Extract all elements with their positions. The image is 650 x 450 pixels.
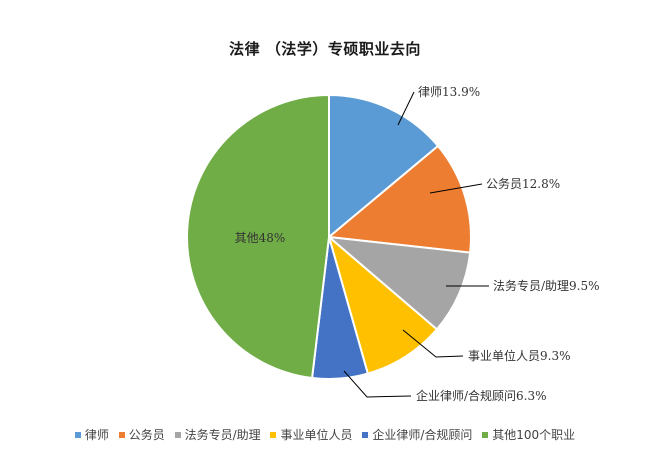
legend-swatch-icon (74, 431, 81, 438)
pie-slice-other (186, 93, 330, 380)
legend-item-legal-specialist: 法务专员/助理 (174, 426, 261, 443)
legend-swatch-icon (174, 431, 181, 438)
legend-swatch-icon (362, 431, 369, 438)
leader-lines (343, 91, 489, 398)
leader-line-lawyer (397, 91, 415, 126)
data-label-corporate-counsel: 企业律师/合规顾问6.3% (416, 388, 547, 403)
pie-slice-public-institution (327, 234, 439, 375)
legend: 律师 公务员 法务专员/助理 事业单位人员 企业律师/合规顾问 其他100个职业 (0, 426, 650, 443)
data-label-public-institution: 事业单位人员9.3% (468, 348, 571, 363)
pie-slice-civil-servant (326, 144, 472, 254)
legend-item-public-institution: 事业单位人员 (270, 426, 352, 443)
leader-line-corporate-counsel (343, 370, 412, 398)
data-label-legal-specialist: 法务专员/助理9.5% (493, 278, 600, 293)
data-label-civil-servant: 公务员12.8% (486, 176, 560, 191)
leader-line-public-institution (402, 329, 464, 358)
legend-item-corporate-counsel: 企业律师/合规顾问 (362, 426, 472, 443)
data-label-lawyer: 律师13.9% (418, 85, 480, 99)
legend-item-other: 其他100个职业 (482, 426, 575, 443)
pie-slice-lawyer (328, 93, 440, 240)
data-label-other: 其他48% (235, 231, 286, 245)
legend-swatch-icon (118, 431, 125, 438)
pie-slices (186, 93, 472, 380)
pie-slice-legal-specialist (325, 235, 472, 331)
data-labels: 律师13.9% 公务员12.8% 法务专员/助理9.5% 事业单位人员9.3% 企业律师… (235, 85, 600, 403)
legend-item-lawyer: 律师 (74, 426, 109, 443)
legend-swatch-icon (270, 431, 277, 438)
legend-item-civil-servant: 公务员 (118, 426, 165, 443)
leader-line-civil-servant (429, 183, 483, 194)
legend-swatch-icon (482, 431, 489, 438)
chart-title: 法律 （法学）专硕职业去向 (229, 40, 421, 58)
